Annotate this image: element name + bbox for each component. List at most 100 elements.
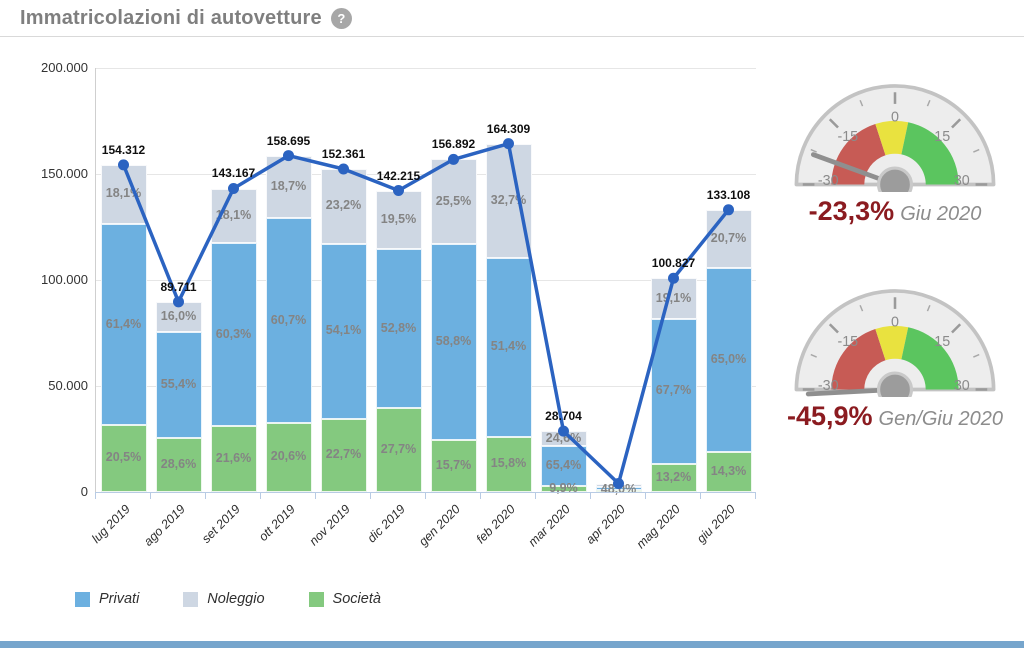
bar-segment-societa[interactable] [100,424,147,492]
gauge-tick-label: -30 [818,378,839,394]
bar-segment-societa[interactable] [595,490,642,492]
bar-lug-2019[interactable] [100,164,147,492]
gauge-minor-tick [859,99,864,107]
line-marker[interactable] [338,163,349,175]
total-value-label: 152.361 [321,146,366,161]
legend-label: Privati [99,591,140,607]
line-marker[interactable] [448,153,459,165]
bar-feb-2020[interactable] [485,143,532,492]
bar-segment-privati[interactable] [705,268,752,452]
bar-gen-2020[interactable] [430,159,477,492]
gauge-minor-tick [810,353,817,358]
gauge-major-tick [828,323,839,334]
gauge-value-label: -45,9% [786,401,873,431]
line-marker[interactable] [393,185,404,197]
bar-segment-noleggio[interactable] [650,278,697,320]
gauge-major-tick [951,118,962,129]
line-marker[interactable] [723,204,734,216]
bar-segment-societa[interactable] [265,422,312,492]
bar-segment-privati[interactable] [430,244,477,440]
bar-segment-societa[interactable] [320,418,367,492]
gauge-minor-tick [926,99,931,107]
line-marker[interactable] [283,150,294,162]
bar-segment-privati[interactable] [210,243,257,427]
line-marker[interactable] [228,182,239,194]
bar-set-2019[interactable] [210,188,257,493]
total-value-label: 143.167 [211,166,256,181]
y-tick-label: 200.000 [41,60,88,75]
bar-nov-2019[interactable] [320,169,367,492]
bar-segment-noleggio[interactable] [100,164,147,225]
gauge-widget-current-month: -30 -15 0 15 30 -23,3% Giu 2020 [780,72,1010,227]
bar-segment-privati[interactable] [375,249,422,409]
bar-segment-privati[interactable] [540,446,587,486]
plot-area: 20,5% 61,4% 18,1% 28,6% 55,4% 16,0% 21,6% 60,3%… [95,68,756,496]
gauge-tick-label: 0 [891,314,899,330]
bar-segment-societa[interactable] [430,439,477,492]
bar-segment-noleggio[interactable] [265,155,312,219]
gauge-tick-label: 15 [934,129,950,145]
line-marker[interactable] [668,272,679,284]
x-axis-tick [700,493,701,499]
gauge-value-label: -23,3% [808,196,895,226]
bar-segment-privati[interactable] [485,257,532,437]
line-series-total [118,138,734,490]
gauge-tick-label: -15 [837,129,858,145]
line-marker[interactable] [558,425,569,437]
bar-segment-societa[interactable] [650,463,697,492]
legend-swatch-noleggio [183,591,199,607]
gauge-caption: -23,3% Giu 2020 [780,196,1010,227]
line-marker[interactable] [613,478,624,490]
bar-segment-privati[interactable] [320,243,367,419]
gauge-dial: -30 -15 0 15 30 [794,289,996,397]
gauge-tick-label: 30 [954,378,970,394]
gauge-tick-label: 30 [954,173,970,189]
gauge-hub [876,166,914,192]
bar-segment-noleggio[interactable] [430,159,477,245]
bar-segment-privati[interactable] [650,319,697,464]
total-value-label: 142.215 [376,168,421,183]
y-tick-label: 50.000 [48,378,88,393]
line-marker[interactable] [503,138,514,150]
x-axis-tick [645,493,646,499]
gauge-dial: -30 -15 0 15 30 [794,84,996,192]
bar-segment-societa[interactable] [540,485,587,492]
gauge-minor-tick [973,353,980,358]
x-axis-tick [95,493,96,499]
bar-segment-noleggio[interactable] [485,143,532,258]
bar-segment-privati[interactable] [155,332,202,438]
gauge-band [901,327,959,390]
bar-segment-societa[interactable] [705,451,752,492]
gauge-tick-label: -30 [818,173,839,189]
bar-segment-societa[interactable] [210,426,257,492]
legend-swatch-societa [308,591,324,607]
page-title: Immatricolazioni di autovetture [20,6,322,29]
y-tick-label: 150.000 [41,166,88,181]
line-marker[interactable] [118,159,129,171]
bar-ott-2019[interactable] [265,155,312,492]
total-value-label: 156.892 [431,137,476,152]
bar-segment-societa[interactable] [485,436,532,492]
bar-segment-societa[interactable] [375,408,422,492]
gauge-major-tick [828,118,839,129]
bar-mag-2020[interactable] [650,278,697,492]
gauge-major-tick [951,323,962,334]
bar-segment-privati[interactable] [265,218,312,423]
y-tick-label: 100.000 [41,272,88,287]
legend-item-privati[interactable]: Privati [75,591,139,607]
legend: Privati Noleggio Società [75,591,425,607]
legend-item-noleggio[interactable]: Noleggio [183,591,265,607]
legend-item-societa[interactable]: Società [308,591,381,607]
bar-segment-societa[interactable] [155,437,202,492]
x-axis-tick [205,493,206,499]
gauge-tick-label: 0 [891,109,899,125]
bar-segment-privati[interactable] [100,224,147,425]
line-marker[interactable] [173,296,184,308]
gauge-widget-year-to-date: -30 -15 0 15 30 -45,9% Gen/Giu 2020 [780,277,1010,432]
help-icon[interactable]: ? [330,7,352,29]
gauge-minor-tick [859,304,864,312]
x-axis-tick [425,493,426,499]
total-value-label: 158.695 [266,133,311,148]
bar-giu-2020[interactable] [705,209,752,492]
total-value-label: 89.711 [160,279,197,294]
